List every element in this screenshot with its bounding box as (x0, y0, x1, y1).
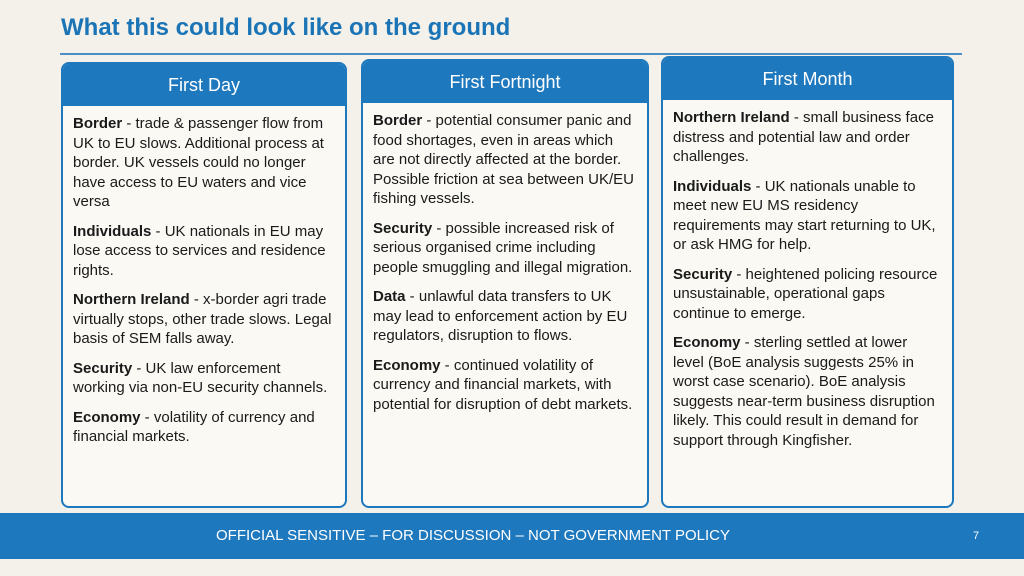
column-first-fortnight: First Fortnight Border - potential consu… (361, 59, 649, 508)
item-text: - volatility of currency and financial m… (73, 408, 315, 446)
item-label: Northern Ireland (73, 291, 190, 308)
item-label: Economy (673, 334, 741, 351)
item-label: Individuals (673, 177, 752, 195)
column-heading: First Fortnight (363, 61, 647, 103)
item-text: - trade & passenger flow from UK to EU s… (73, 115, 324, 210)
column-heading: First Month (663, 58, 952, 100)
item-text: - UK nationals in EU may lose access to … (73, 222, 326, 279)
column-first-day: First Day Border - trade & passenger flo… (61, 62, 347, 508)
item-text: - continued volatility of currency and f… (373, 356, 633, 413)
item-label: Border (373, 112, 423, 129)
column-body: Northern Ireland - small business face d… (663, 100, 952, 468)
column-heading: First Day (63, 64, 345, 106)
page-title: What this could look like on the ground (61, 14, 511, 41)
item-text: - UK nationals unable to meet new EU MS … (673, 177, 936, 254)
item-text: - sterling settled at lower level (BoE a… (673, 334, 935, 449)
footer-bar: OFFICIAL SENSITIVE – FOR DISCUSSION – NO… (0, 513, 1024, 559)
item-label: Northern Ireland (673, 109, 790, 126)
item-text: - heightened policing resource unsustain… (673, 265, 938, 322)
item-text: - x-border agri trade virtually stops, o… (73, 291, 332, 347)
item-text: - small business face distress and poten… (673, 109, 934, 165)
list-item: Border - trade & passenger flow from UK … (73, 114, 335, 212)
list-item: Economy - continued volatility of curren… (373, 356, 637, 415)
list-item: Security - possible increased risk of se… (373, 219, 637, 278)
list-item: Individuals - UK nationals in EU may los… (73, 222, 335, 281)
item-label: Individuals (73, 222, 152, 240)
item-text: - UK law enforcement working via non-EU … (73, 359, 328, 397)
list-item: Economy - sterling settled at lower leve… (673, 333, 942, 450)
classification-label: OFFICIAL SENSITIVE – FOR DISCUSSION – NO… (216, 527, 730, 544)
item-label: Data (373, 288, 406, 305)
item-label: Security (373, 219, 433, 237)
item-label: Economy (373, 356, 441, 374)
item-label: Border (73, 115, 123, 132)
column-body: Border - trade & passenger flow from UK … (63, 106, 345, 465)
item-label: Security (673, 265, 733, 283)
title-divider (60, 53, 962, 55)
item-text: - potential consumer panic and food shor… (373, 112, 634, 207)
list-item: Security - heightened policing resource … (673, 265, 942, 324)
list-item: Border - potential consumer panic and fo… (373, 111, 637, 209)
list-item: Economy - volatility of currency and fin… (73, 408, 335, 447)
item-label: Economy (73, 408, 141, 426)
list-item: Security - UK law enforcement working vi… (73, 359, 335, 398)
list-item: Northern Ireland - x-border agri trade v… (73, 290, 335, 349)
column-first-month: First Month Northern Ireland - small bus… (661, 56, 954, 508)
column-body: Border - potential consumer panic and fo… (363, 103, 647, 432)
item-label: Security (73, 359, 133, 377)
list-item: Individuals - UK nationals unable to mee… (673, 177, 942, 255)
item-text: - unlawful data transfers to UK may lead… (373, 288, 628, 344)
list-item: Data - unlawful data transfers to UK may… (373, 287, 637, 346)
item-text: - possible increased risk of serious org… (373, 219, 633, 276)
list-item: Northern Ireland - small business face d… (673, 108, 942, 167)
page-number: 7 (973, 530, 980, 542)
